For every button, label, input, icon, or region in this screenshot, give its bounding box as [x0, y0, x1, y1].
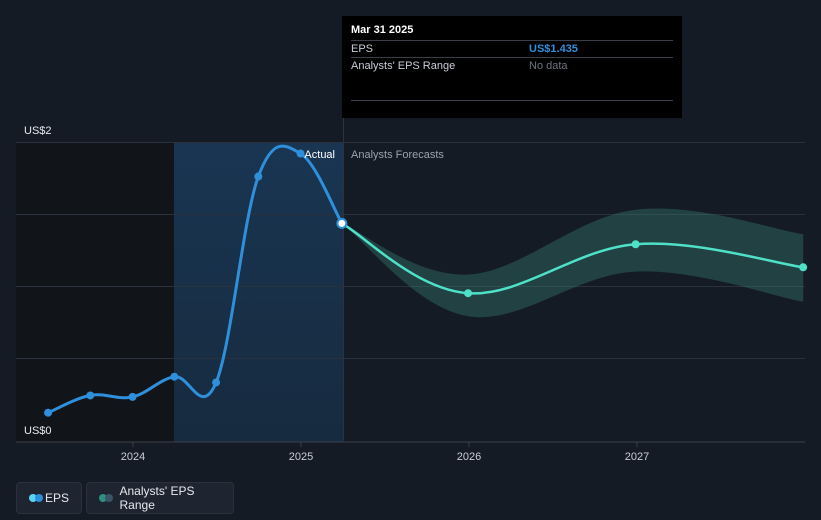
- forecast-label: Analysts Forecasts: [351, 149, 444, 161]
- tooltip-divider: [351, 100, 673, 101]
- forecast-line: [340, 222, 805, 295]
- eps-point: [212, 378, 221, 387]
- tooltip-date: Mar 31 2025: [351, 24, 414, 36]
- eps-point: [296, 149, 305, 158]
- eps-chart: Actual Analysts Forecasts US$2 US$0 2024…: [16, 118, 808, 463]
- x-tick-label: 2025: [289, 451, 313, 463]
- y-tick-max: US$2: [24, 125, 52, 137]
- tooltip-row-range: Analysts' EPS Range No data: [351, 57, 673, 74]
- forecast-point: [799, 263, 808, 272]
- eps-current-point: [336, 217, 348, 229]
- eps-legend-icon: [29, 494, 43, 502]
- eps-point: [170, 372, 179, 381]
- tooltip-range-value: No data: [529, 60, 568, 72]
- eps-point: [254, 172, 263, 181]
- eps-point: [86, 391, 95, 400]
- tooltip: Mar 31 2025 EPS US$1.435 Analysts' EPS R…: [342, 16, 682, 118]
- x-axis-ticks: 2024 2025 2026 2027: [121, 442, 649, 463]
- legend-range-button[interactable]: Analysts' EPS Range: [86, 482, 234, 514]
- tooltip-row-eps: EPS US$1.435: [351, 40, 673, 57]
- actual-highlight-region: [174, 142, 344, 442]
- forecast-point: [464, 289, 473, 298]
- past-background: [16, 142, 174, 442]
- range-legend-icon: [99, 494, 113, 502]
- tooltip-range-label: Analysts' EPS Range: [351, 60, 456, 72]
- x-tick-label: 2026: [457, 451, 481, 463]
- legend-range-label: Analysts' EPS Range: [119, 484, 195, 512]
- x-tick-label: 2027: [625, 451, 649, 463]
- tooltip-eps-label: EPS: [351, 43, 374, 55]
- actual-label: Actual: [304, 149, 335, 161]
- y-tick-min: US$0: [24, 425, 52, 437]
- data-markers: [44, 149, 808, 417]
- legend-eps-button[interactable]: EPS: [16, 482, 82, 514]
- eps-point: [128, 392, 137, 401]
- gridlines: [16, 142, 805, 359]
- eps-point: [44, 408, 53, 417]
- forecast-point: [631, 240, 640, 249]
- legend-eps-label: EPS: [44, 491, 69, 505]
- tooltip-eps-value: US$1.435: [529, 43, 578, 55]
- eps-line: [46, 144, 344, 415]
- x-tick-label: 2024: [121, 451, 145, 463]
